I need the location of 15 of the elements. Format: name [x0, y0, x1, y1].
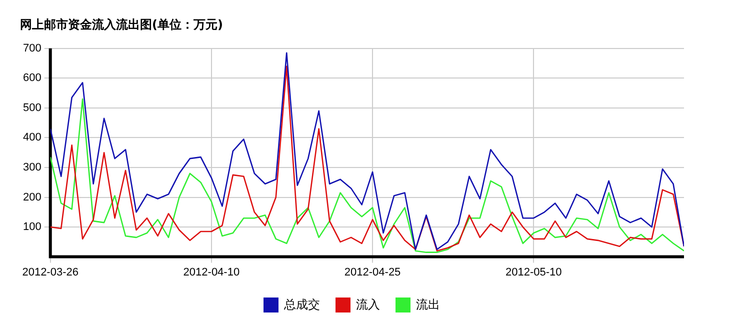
legend-label: 流出	[416, 297, 440, 312]
y-tick-label: 700	[22, 42, 42, 54]
y-tick-label: 400	[22, 132, 42, 144]
y-tick-label: 200	[22, 191, 42, 204]
x-tick-label: 2012-04-10	[183, 266, 240, 278]
x-tick-label: 2012-05-10	[506, 266, 562, 278]
chart-title: 网上邮市资金流入流出图(单位：万元)	[20, 17, 223, 32]
legend-label: 流入	[356, 297, 380, 312]
x-tick-label: 2012-03-26	[22, 266, 78, 278]
y-tick-label: 500	[22, 102, 42, 114]
legend-label: 总成交	[283, 297, 320, 312]
y-tick-label: 100	[22, 221, 42, 234]
x-tick-label: 2012-04-25	[344, 266, 401, 278]
y-tick-label: 600	[22, 72, 42, 84]
y-tick-label: 300	[22, 162, 42, 174]
